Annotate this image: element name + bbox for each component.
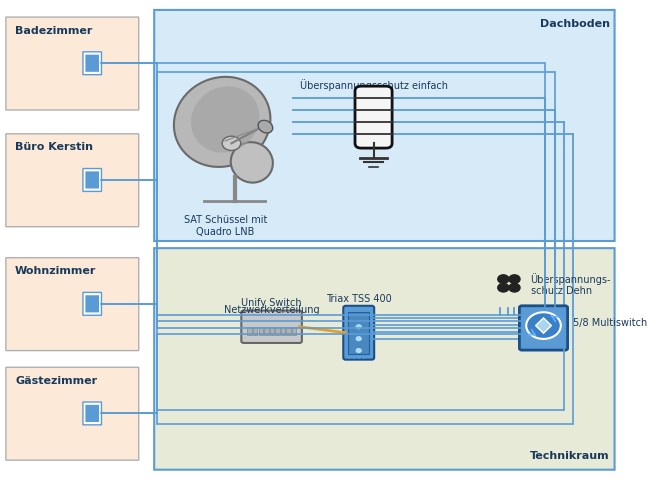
FancyBboxPatch shape <box>6 134 139 227</box>
FancyBboxPatch shape <box>519 306 568 350</box>
Circle shape <box>497 283 509 292</box>
Text: Überspannungsschutz einfach: Überspannungsschutz einfach <box>299 79 447 91</box>
FancyBboxPatch shape <box>348 311 369 354</box>
Text: Gästezimmer: Gästezimmer <box>15 376 97 386</box>
Ellipse shape <box>174 77 270 167</box>
Text: Netzwerkverteilung: Netzwerkverteilung <box>224 305 319 315</box>
Text: Quadro LNB: Quadro LNB <box>196 227 255 237</box>
FancyBboxPatch shape <box>86 54 99 72</box>
FancyBboxPatch shape <box>6 367 139 460</box>
Circle shape <box>497 275 509 283</box>
FancyBboxPatch shape <box>154 10 615 241</box>
Circle shape <box>356 325 361 329</box>
FancyBboxPatch shape <box>286 327 291 335</box>
Text: 5/8 Multiswitch: 5/8 Multiswitch <box>572 318 647 328</box>
Text: SAT Schüssel mit: SAT Schüssel mit <box>184 215 267 225</box>
FancyBboxPatch shape <box>6 17 139 110</box>
Text: Wohnzimmer: Wohnzimmer <box>15 266 97 276</box>
Circle shape <box>526 312 561 339</box>
Ellipse shape <box>191 86 259 153</box>
FancyBboxPatch shape <box>343 306 374 360</box>
Text: Unify Switch: Unify Switch <box>241 298 302 308</box>
FancyBboxPatch shape <box>241 310 302 343</box>
FancyBboxPatch shape <box>83 169 101 191</box>
Text: Büro Kerstin: Büro Kerstin <box>15 142 93 152</box>
Text: Triax TSS 400: Triax TSS 400 <box>326 295 392 304</box>
Circle shape <box>222 136 241 150</box>
FancyBboxPatch shape <box>154 248 615 469</box>
FancyBboxPatch shape <box>264 327 268 335</box>
Text: Überspannungs-: Überspannungs- <box>530 273 611 285</box>
FancyBboxPatch shape <box>86 295 99 312</box>
Circle shape <box>356 337 361 341</box>
Ellipse shape <box>231 142 273 183</box>
FancyBboxPatch shape <box>83 52 101 75</box>
FancyBboxPatch shape <box>6 258 139 350</box>
FancyBboxPatch shape <box>247 327 252 335</box>
Polygon shape <box>536 318 551 333</box>
Circle shape <box>509 283 520 292</box>
FancyBboxPatch shape <box>270 327 274 335</box>
FancyBboxPatch shape <box>253 327 257 335</box>
FancyBboxPatch shape <box>355 86 392 148</box>
Text: Dachboden: Dachboden <box>540 19 609 29</box>
Circle shape <box>356 348 361 352</box>
FancyBboxPatch shape <box>86 172 99 188</box>
FancyBboxPatch shape <box>275 327 280 335</box>
Ellipse shape <box>258 120 272 133</box>
FancyBboxPatch shape <box>86 405 99 422</box>
Text: schutz Dehn: schutz Dehn <box>530 286 592 296</box>
FancyBboxPatch shape <box>292 327 296 335</box>
Text: Badezimmer: Badezimmer <box>15 26 93 36</box>
FancyBboxPatch shape <box>83 402 101 425</box>
FancyBboxPatch shape <box>281 327 285 335</box>
FancyBboxPatch shape <box>259 327 263 335</box>
Circle shape <box>509 275 520 283</box>
Text: Technikraum: Technikraum <box>530 451 609 461</box>
FancyBboxPatch shape <box>83 293 101 315</box>
